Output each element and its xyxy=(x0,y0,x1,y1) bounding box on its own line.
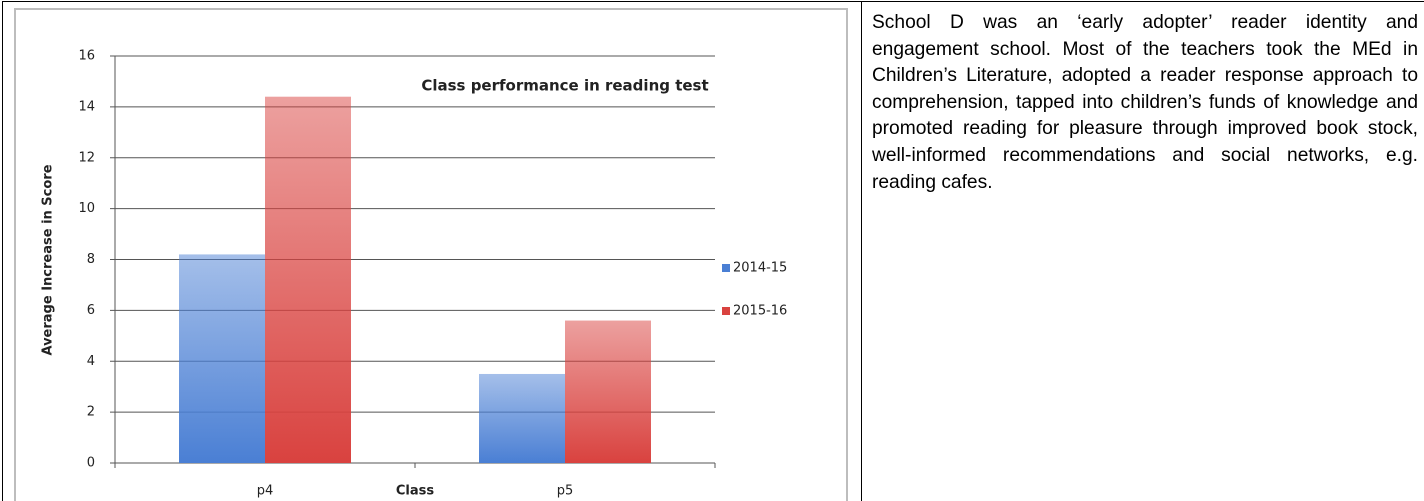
bar xyxy=(479,373,565,463)
legend-label: 2014-15 xyxy=(733,261,787,276)
y-tick-label: 8 xyxy=(87,252,95,267)
paragraph: School D was an ‘early adopter’ reader i… xyxy=(872,12,1418,193)
x-tick-label: p4 xyxy=(257,484,274,499)
legend-label: 2015-16 xyxy=(733,304,787,319)
bar xyxy=(565,320,651,463)
x-tick-label: p5 xyxy=(557,484,574,499)
y-tick-label: 2 xyxy=(87,405,95,420)
chart-frame xyxy=(14,8,848,501)
y-tick-label: 0 xyxy=(87,456,95,471)
bar xyxy=(265,96,351,463)
x-axis-label: Class xyxy=(396,484,435,499)
legend-swatch xyxy=(722,307,730,315)
y-tick-label: 10 xyxy=(78,201,95,216)
y-axis-label: Average Increase in Score xyxy=(41,164,56,355)
bar xyxy=(179,254,265,463)
legend-swatch xyxy=(722,264,730,272)
chart: Class performance in reading test Class … xyxy=(41,49,788,499)
y-tick-label: 14 xyxy=(78,99,95,114)
y-tick-label: 6 xyxy=(87,303,95,318)
y-tick-label: 12 xyxy=(78,150,95,165)
cell-divider xyxy=(861,1,862,501)
y-tick-label: 4 xyxy=(87,354,95,369)
chart-title: Class performance in reading test xyxy=(421,77,708,95)
y-tick-label: 16 xyxy=(78,49,95,64)
